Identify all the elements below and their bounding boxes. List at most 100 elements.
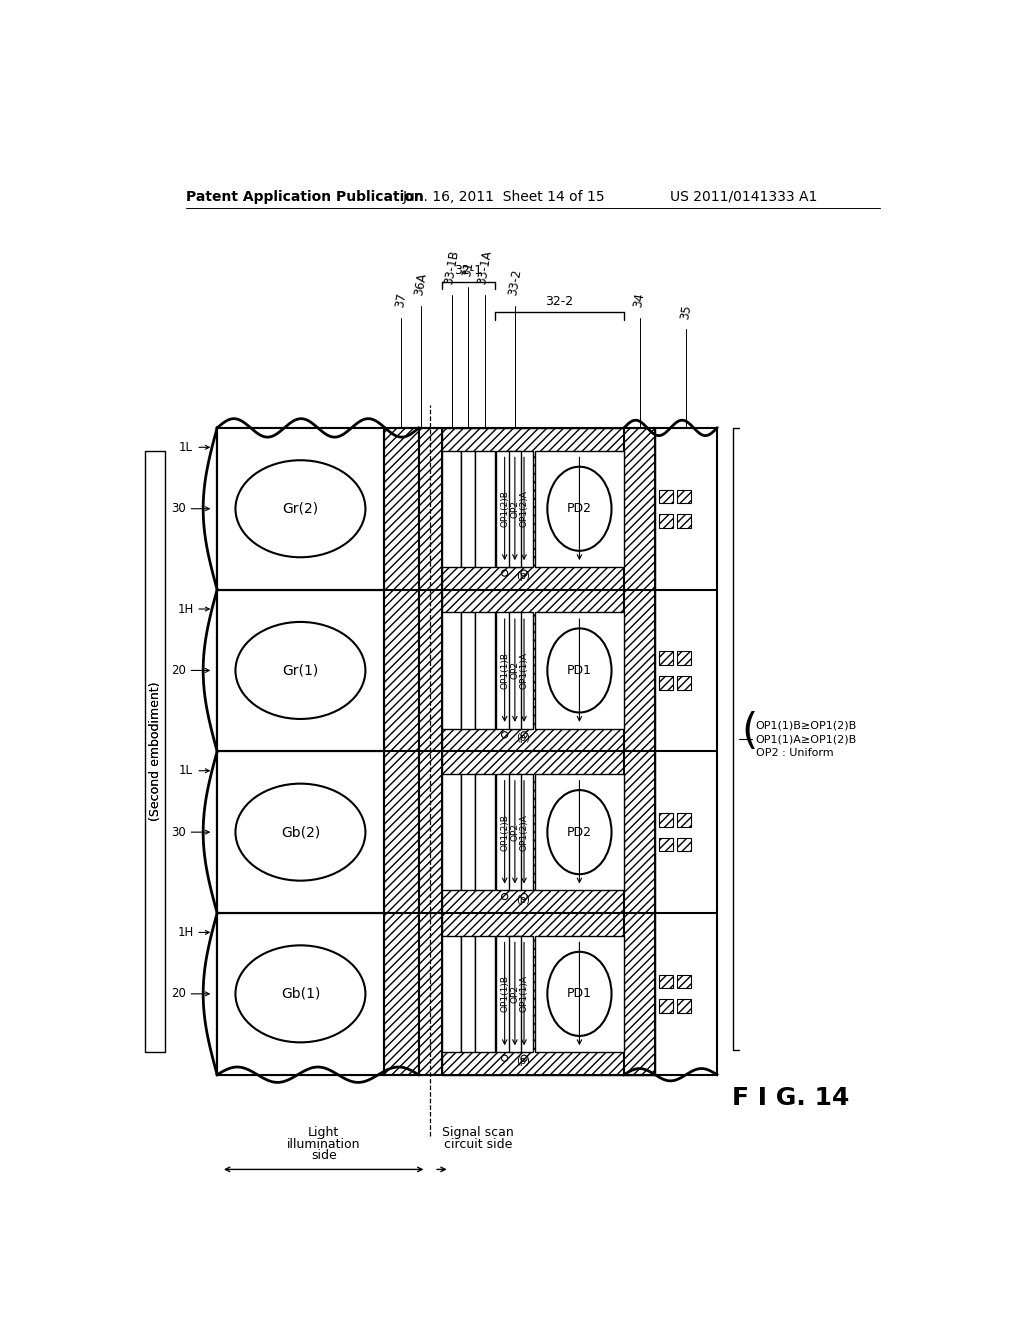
Bar (677, 813, 690, 826)
Bar (461, 936, 475, 1052)
Ellipse shape (236, 622, 366, 719)
Bar (677, 651, 690, 665)
Bar (496, 612, 513, 729)
Text: OP2: OP2 (510, 500, 519, 517)
Text: OP1(1)B≥OP1(2)B: OP1(1)B≥OP1(2)B (756, 721, 857, 730)
Bar (677, 490, 690, 503)
Bar (658, 813, 673, 826)
Text: (p): (p) (516, 895, 530, 904)
Bar (658, 974, 673, 989)
Text: 32-2: 32-2 (545, 296, 573, 308)
Text: Signal scan: Signal scan (442, 1126, 514, 1139)
Bar (658, 838, 673, 851)
Bar (442, 936, 461, 1052)
Text: 33-2: 33-2 (506, 268, 523, 297)
Text: OP1(1)B: OP1(1)B (500, 652, 509, 689)
Text: OP2: OP2 (510, 985, 519, 1003)
Text: Jun. 16, 2011  Sheet 14 of 15: Jun. 16, 2011 Sheet 14 of 15 (403, 190, 606, 203)
Bar (515, 774, 532, 891)
Text: 36A: 36A (413, 272, 429, 297)
Bar (496, 774, 513, 891)
Bar (442, 428, 655, 1074)
Bar (624, 428, 655, 1074)
Ellipse shape (548, 467, 611, 550)
Text: 33-1A: 33-1A (475, 249, 495, 285)
Text: OP1(2)A: OP1(2)A (519, 490, 528, 527)
Ellipse shape (236, 784, 366, 880)
Bar (475, 612, 495, 729)
Ellipse shape (548, 628, 611, 713)
Text: (: ( (741, 711, 758, 754)
Bar (535, 450, 624, 568)
Bar (509, 774, 521, 891)
Text: (p): (p) (516, 733, 530, 743)
Text: OP1(1)A: OP1(1)A (519, 975, 528, 1012)
Bar (217, 913, 384, 1074)
Text: 33-1B: 33-1B (442, 249, 461, 285)
Ellipse shape (236, 461, 366, 557)
Text: Gb(2): Gb(2) (281, 825, 321, 840)
Bar (658, 676, 673, 689)
Bar (515, 612, 532, 729)
Bar (442, 612, 461, 729)
Text: PD2: PD2 (567, 825, 592, 838)
Text: US 2011/0141333 A1: US 2011/0141333 A1 (671, 190, 818, 203)
Bar (535, 612, 624, 729)
Text: F I G. 14: F I G. 14 (732, 1086, 850, 1110)
Text: OP2: OP2 (510, 824, 519, 841)
Text: (Second embodiment): (Second embodiment) (148, 681, 162, 821)
Bar (677, 999, 690, 1014)
Text: 32-1: 32-1 (455, 264, 482, 277)
Text: side: side (311, 1148, 337, 1162)
Bar (217, 751, 384, 913)
Text: OP1(1)A: OP1(1)A (519, 652, 528, 689)
Bar (461, 774, 475, 891)
Bar (509, 936, 521, 1052)
Text: OP1(2)A: OP1(2)A (519, 813, 528, 850)
Text: 30: 30 (171, 502, 185, 515)
Bar (515, 450, 532, 568)
Text: 20: 20 (171, 987, 185, 1001)
Text: 34: 34 (632, 292, 647, 309)
Text: Gr(1): Gr(1) (283, 664, 318, 677)
Bar (658, 999, 673, 1014)
Bar (384, 428, 419, 1074)
Bar (442, 450, 461, 568)
Bar (658, 651, 673, 665)
Ellipse shape (548, 952, 611, 1036)
Bar (475, 936, 495, 1052)
Text: 1L: 1L (179, 441, 194, 454)
Bar (509, 612, 521, 729)
Text: 1L: 1L (179, 764, 194, 777)
Bar (145, 451, 165, 1052)
Bar (461, 612, 475, 729)
Text: illumination: illumination (287, 1138, 360, 1151)
Text: 31: 31 (461, 261, 476, 277)
Text: (Second embodiment): (Second embodiment) (148, 681, 162, 821)
Text: PD1: PD1 (567, 987, 592, 1001)
Bar (217, 428, 384, 1074)
Text: PD1: PD1 (567, 664, 592, 677)
Bar (217, 590, 384, 751)
Text: OP1(2)B: OP1(2)B (500, 490, 509, 527)
Ellipse shape (236, 945, 366, 1043)
Bar (419, 428, 442, 1074)
Bar (677, 513, 690, 528)
Ellipse shape (548, 791, 611, 874)
Text: 20: 20 (171, 664, 185, 677)
Text: PD2: PD2 (567, 502, 592, 515)
Bar (677, 838, 690, 851)
Bar (496, 936, 513, 1052)
Text: OP2 : Uniform: OP2 : Uniform (756, 748, 834, 758)
Text: 1H: 1H (178, 602, 195, 615)
Text: Patent Application Publication: Patent Application Publication (186, 190, 424, 203)
Text: Gb(1): Gb(1) (281, 987, 321, 1001)
Bar (461, 450, 475, 568)
Bar (535, 936, 624, 1052)
Text: OP2: OP2 (510, 661, 519, 680)
Bar (496, 450, 513, 568)
Bar (658, 513, 673, 528)
Text: 35: 35 (678, 304, 693, 321)
Text: circuit side: circuit side (443, 1138, 512, 1151)
Bar (475, 450, 495, 568)
